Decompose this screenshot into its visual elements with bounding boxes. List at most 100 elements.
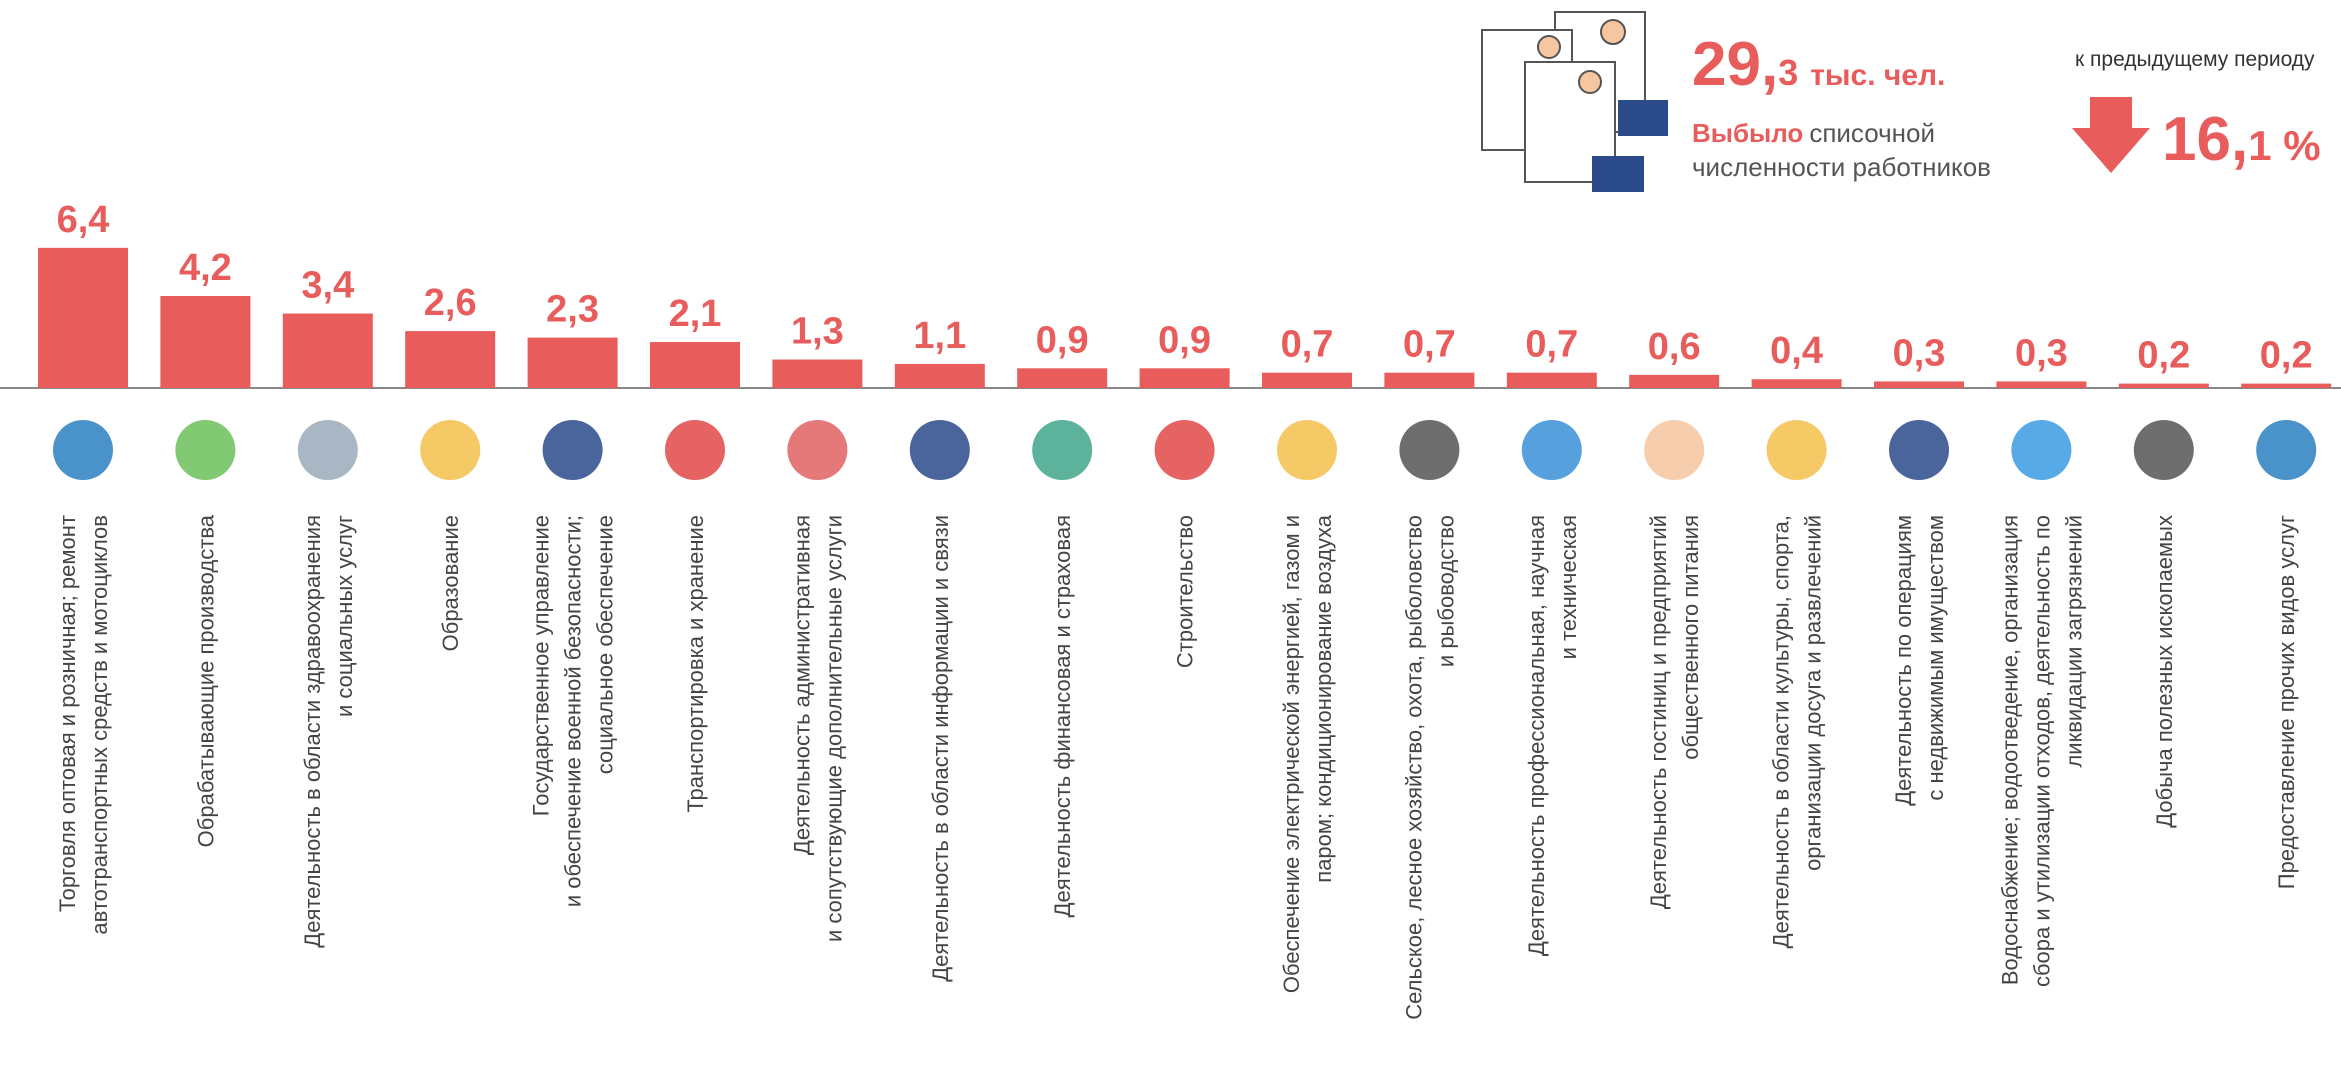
category-label: и техническая <box>1556 515 1581 659</box>
value-label: 2,6 <box>424 282 477 324</box>
value-label: 1,3 <box>791 311 844 353</box>
value-label: 4,2 <box>179 247 232 289</box>
total-big: 29, <box>1692 30 1778 99</box>
category-icon <box>298 420 358 480</box>
category-label: общественного питания <box>1678 515 1703 760</box>
category-label: Транспортировка и хранение <box>683 515 708 813</box>
category-icon <box>420 420 480 480</box>
category-label: социальное обеспечение <box>593 515 618 774</box>
bar <box>650 342 740 388</box>
category-icon <box>53 420 113 480</box>
desc-line2: численности работников <box>1692 152 1991 182</box>
category-icon <box>1522 420 1582 480</box>
value-label: 2,1 <box>669 293 722 335</box>
bar <box>772 360 862 388</box>
category-label: и сопутствующие дополнительные услуги <box>821 515 846 942</box>
bar <box>1874 381 1964 388</box>
category-label: автотранспортных средств и мотоциклов <box>87 515 112 935</box>
category-icon <box>2011 420 2071 480</box>
bar <box>1996 381 2086 388</box>
category-label: Деятельность административная <box>789 515 814 855</box>
total-small: 3 <box>1778 52 1798 93</box>
value-label: 0,9 <box>1158 319 1211 361</box>
category-icon <box>175 420 235 480</box>
value-label: 0,7 <box>1281 324 1334 366</box>
category-label: Обрабатывающие производства <box>193 514 218 847</box>
category-label: Деятельность по операциям <box>1891 515 1916 806</box>
category-label: Сельское, лесное хозяйство, охота, рыбол… <box>1401 515 1426 1020</box>
category-label: и обеспечение военной безопасности; <box>561 515 586 907</box>
value-label: 0,7 <box>1403 324 1456 366</box>
value-label: 6,4 <box>57 199 110 241</box>
documents-icon <box>1482 12 1668 192</box>
bar <box>1017 368 1107 388</box>
category-label: и рыбоводство <box>1433 515 1458 667</box>
category-icon <box>1767 420 1827 480</box>
value-label: 3,4 <box>301 265 354 307</box>
category-label: и социальных услуг <box>332 515 357 717</box>
value-label: 0,2 <box>2260 335 2313 377</box>
category-icon <box>1889 420 1949 480</box>
down-arrow <box>2072 97 2150 173</box>
change-big: 16, <box>2162 105 2248 174</box>
bar <box>2241 384 2331 388</box>
category-label: ликвидации загрязнений <box>2061 515 2086 768</box>
bar <box>1629 375 1719 388</box>
value-label: 0,6 <box>1648 326 1701 368</box>
bar <box>38 248 128 388</box>
category-label: Деятельность профессиональная, научная <box>1524 515 1549 956</box>
category-label: Деятельность в области здравоохранения <box>300 515 325 948</box>
category-label: Добыча полезных ископаемых <box>2152 515 2177 828</box>
category-icon <box>543 420 603 480</box>
category-label: организации досуга и развлечений <box>1801 515 1826 871</box>
bar <box>1507 373 1597 388</box>
category-label: Образование <box>438 515 463 651</box>
change-small: 1 % <box>2248 122 2320 169</box>
category-label: Деятельность в области культуры, спорта, <box>1769 515 1794 948</box>
bar <box>895 364 985 388</box>
category-label: Обеспечение электрической энергией, газо… <box>1279 515 1304 993</box>
category-label: Государственное управление <box>529 515 554 816</box>
bar <box>1384 373 1474 388</box>
category-icon <box>1277 420 1337 480</box>
value-label: 1,1 <box>913 315 966 357</box>
bar <box>1262 373 1352 388</box>
value-label: 0,4 <box>1770 330 1823 372</box>
value-label: 0,7 <box>1525 324 1578 366</box>
desc-bold: Выбыло <box>1692 118 1803 148</box>
value-label: 0,3 <box>2015 332 2068 374</box>
category-icon <box>665 420 725 480</box>
bar <box>2119 384 2209 388</box>
bar <box>1140 368 1230 388</box>
category-icon <box>2256 420 2316 480</box>
desc-rest: списочной <box>1809 118 1935 148</box>
bar <box>405 331 495 388</box>
value-label: 0,2 <box>2137 335 2190 377</box>
category-icon <box>2134 420 2194 480</box>
category-icon <box>1155 420 1215 480</box>
infographic: 29,3 тыс. чел. Выбылосписочной численност… <box>0 0 2341 1067</box>
category-icon <box>1644 420 1704 480</box>
category-label: Торговля оптовая и розничная; ремонт <box>55 515 80 912</box>
category-icon <box>1032 420 1092 480</box>
category-icon <box>1399 420 1459 480</box>
total: 29,3 тыс. чел. <box>1692 30 1945 99</box>
category-label: паром; кондиционирование воздуха <box>1311 514 1336 882</box>
category-label: Водоснабжение; водоотведение, организаци… <box>1997 515 2022 985</box>
change-caption: к предыдущему периоду <box>2075 48 2315 71</box>
value-label: 0,9 <box>1036 319 1089 361</box>
value-label: 2,3 <box>546 289 599 331</box>
value-label: 0,3 <box>1893 332 1946 374</box>
bar <box>528 338 618 388</box>
total-unit: тыс. чел. <box>1810 59 1945 92</box>
category-label: Деятельность гостиниц и предприятий <box>1646 515 1671 909</box>
bar <box>160 296 250 388</box>
category-icon <box>910 420 970 480</box>
category-icon <box>787 420 847 480</box>
bar <box>283 314 373 388</box>
category-label: Предоставление прочих видов услуг <box>2274 515 2299 889</box>
category-label: Строительство <box>1173 515 1198 668</box>
category-label: Деятельность финансовая и страховая <box>1050 515 1075 917</box>
category-label: Деятельность в области информации и связ… <box>928 515 953 982</box>
bar <box>1752 379 1842 388</box>
